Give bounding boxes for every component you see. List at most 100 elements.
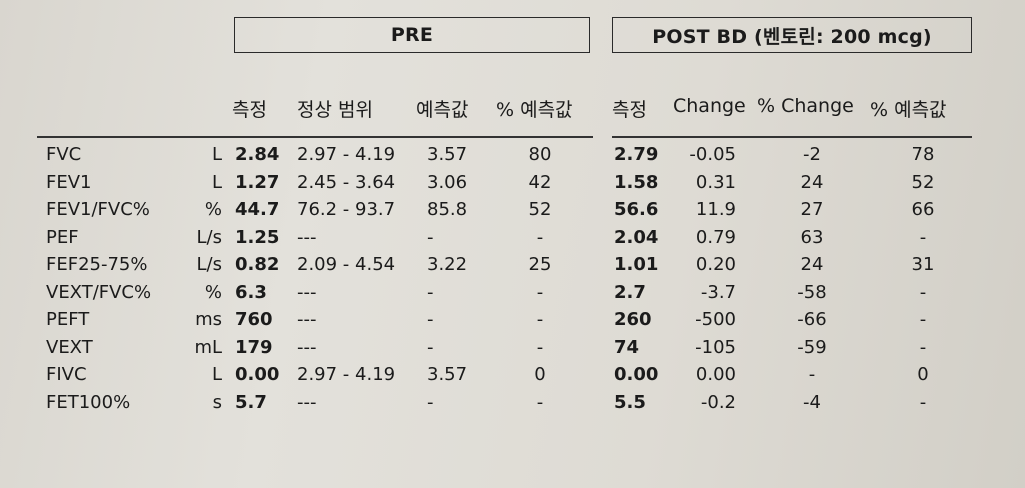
cell-post-pct-pred: 31 [911, 254, 935, 275]
col-post-measured: 측정 [612, 99, 647, 121]
cell-change: 11.9 [695, 199, 736, 220]
cell-name: FEV1 [46, 171, 92, 193]
cell-pred: 3.06 [427, 171, 468, 193]
cell-name: PEFT [46, 309, 90, 330]
cell-pre: 0.82 [235, 254, 280, 275]
cell-pred: - [427, 336, 434, 358]
col-pre-measured: 측정 [232, 99, 267, 121]
cell-pct-pred: - [536, 336, 544, 358]
table-row: FEV1 L 1.27 2.45 - 3.64 3.06 42 1.58 0.31 24 52 [0, 169, 1025, 197]
cell-unit: % [204, 199, 222, 220]
post-header-label: POST BD (벤토린: 200 mcg) [652, 25, 932, 48]
cell-change: -0.05 [689, 144, 736, 165]
cell-range: 76.2 - 93.7 [297, 199, 396, 220]
cell-post: 1.58 [614, 171, 659, 193]
cell-pre: 2.84 [235, 144, 280, 165]
cell-pct-change: -59 [797, 336, 827, 358]
cell-pct-change: 27 [800, 199, 824, 220]
cell-pct-pred: - [536, 226, 544, 248]
cell-change: 0.00 [695, 364, 736, 385]
cell-pct-pred: - [536, 281, 544, 303]
cell-range: --- [297, 281, 317, 303]
cell-pct-change: -2 [803, 144, 821, 165]
cell-post: 0.00 [614, 364, 659, 385]
col-change: Change [673, 95, 746, 117]
post-header-divider [612, 136, 972, 138]
cell-unit: mL [194, 336, 222, 358]
cell-unit: L [211, 144, 222, 165]
cell-unit: L/s [196, 226, 222, 248]
cell-pct-change: - [808, 364, 816, 385]
cell-unit: ms [195, 309, 222, 330]
cell-name: PEF [46, 226, 79, 248]
cell-pct-change: -66 [797, 309, 827, 330]
cell-unit: s [212, 391, 222, 413]
cell-range: 2.97 - 4.19 [297, 364, 396, 385]
table-row: FET100% s 5.7 --- - -5.5 -0.2 -4- [0, 389, 1025, 417]
cell-pred: 3.57 [427, 364, 468, 385]
cell-unit: L [211, 364, 222, 385]
cell-post-pct-pred: - [919, 309, 927, 330]
cell-pct-pred: - [536, 391, 544, 413]
table-row: FIVC L 0.00 2.97 - 4.19 3.57 0 0.00 0.00 - 0 [0, 361, 1025, 389]
cell-post-pct-pred: 0 [917, 364, 929, 385]
cell-post-pct-pred: 78 [911, 144, 935, 165]
cell-pre: 0.00 [235, 364, 280, 385]
results-table: FVC L 2.84 2.97 - 4.19 3.57 80 2.79 -0.05 -2 78 FE… [0, 141, 1025, 416]
cell-name: FET100% [46, 391, 131, 413]
cell-name: FVC [46, 144, 82, 165]
cell-pre: 6.3 [235, 281, 267, 303]
cell-name: FEF25-75% [46, 254, 148, 275]
table-row: VEXT mL 179 --- - -74 -105 -59- [0, 334, 1025, 362]
cell-unit: L [211, 171, 222, 193]
cell-range: --- [297, 391, 317, 413]
cell-post: 2.79 [614, 144, 659, 165]
cell-change: -105 [695, 336, 736, 358]
col-pct-change: % Change [757, 95, 854, 117]
col-pct-predicted: % 예측값 [496, 99, 573, 121]
cell-pred: 3.57 [427, 144, 468, 165]
cell-name: VEXT [46, 336, 93, 358]
cell-change: -500 [695, 309, 736, 330]
cell-pct-pred: 52 [528, 199, 552, 220]
cell-change: 0.31 [695, 171, 736, 193]
cell-change: 0.20 [695, 254, 736, 275]
cell-pre: 44.7 [235, 199, 280, 220]
cell-post: 56.6 [614, 199, 659, 220]
col-predicted: 예측값 [416, 99, 469, 121]
table-row: FVC L 2.84 2.97 - 4.19 3.57 80 2.79 -0.05 -2 78 [0, 141, 1025, 169]
cell-pre: 1.25 [235, 226, 280, 248]
cell-pct-change: 24 [800, 254, 824, 275]
cell-post: 2.04 [614, 226, 659, 248]
cell-name: FIVC [46, 364, 87, 385]
cell-name: VEXT/FVC% [46, 281, 152, 303]
cell-pred: - [427, 226, 434, 248]
cell-pre: 1.27 [235, 171, 280, 193]
cell-change: 0.79 [695, 226, 736, 248]
table-row: PEF L/s 1.25 --- - -2.04 0.79 63- [0, 224, 1025, 252]
cell-post-pct-pred: - [919, 336, 927, 358]
cell-name: FEV1/FVC% [46, 199, 150, 220]
cell-range: 2.45 - 3.64 [297, 171, 396, 193]
pre-header-divider [37, 136, 593, 138]
cell-post-pct-pred: - [919, 391, 927, 413]
cell-pred: - [427, 281, 434, 303]
cell-pre: 5.7 [235, 391, 267, 413]
cell-pct-pred: 42 [528, 171, 552, 193]
cell-range: 2.97 - 4.19 [297, 144, 396, 165]
cell-pct-pred: 80 [528, 144, 552, 165]
cell-post-pct-pred: - [919, 281, 927, 303]
cell-post: 1.01 [614, 254, 659, 275]
col-normal-range: 정상 범위 [297, 99, 373, 121]
cell-pct-change: 24 [800, 171, 824, 193]
cell-pred: 85.8 [427, 199, 468, 220]
table-row: FEF25-75% L/s 0.82 2.09 - 4.54 3.22 25 1.01 0.2… [0, 251, 1025, 279]
cell-pct-change: -4 [803, 391, 821, 413]
cell-post-pct-pred: 52 [911, 171, 935, 193]
cell-pct-pred: 0 [534, 364, 546, 385]
cell-range: 2.09 - 4.54 [297, 254, 396, 275]
cell-pct-change: -58 [797, 281, 827, 303]
pre-section-header: PRE [234, 17, 590, 53]
cell-pre: 179 [235, 336, 273, 358]
cell-post: 260 [614, 309, 652, 330]
